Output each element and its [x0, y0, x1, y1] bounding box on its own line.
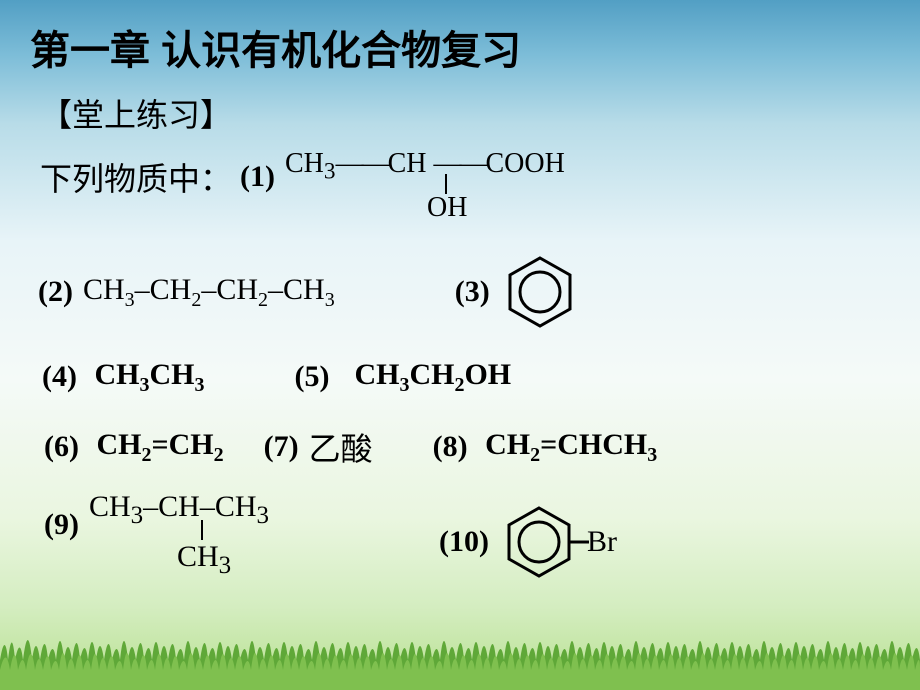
item-num-2: (2): [38, 275, 73, 309]
item-num-3: (3): [455, 275, 490, 309]
formula-9: CH3–CH–CH3 CH3: [89, 492, 269, 528]
benzene-icon: [500, 252, 580, 332]
formula-1: CH3——CH ——COOH OH: [285, 150, 565, 184]
item-num-5: (5): [294, 360, 329, 394]
formula-4: CH3CH3: [87, 358, 205, 397]
formula-7: 乙酸: [309, 424, 373, 470]
item-num-8: (8): [433, 430, 468, 464]
formula-10-br: Br: [587, 525, 617, 559]
formula-2: CH3–CH2–CH2–CH3: [83, 273, 335, 312]
item-num-1: (1): [240, 160, 275, 194]
chapter-title: 第一章 认识有机化合物复习: [30, 18, 890, 76]
item-num-10: (10): [439, 525, 489, 559]
prompt-text: 下列物质中：: [40, 154, 232, 200]
formula-8: CH2=CHCH3: [478, 428, 658, 467]
formula-5: CH3CH2OH: [339, 358, 511, 397]
item-num-7: (7): [264, 430, 299, 464]
bromobenzene-icon: [499, 502, 589, 582]
item-num-4: (4): [42, 360, 77, 394]
item-num-9: (9): [44, 508, 79, 542]
formula-6: CH2=CH2: [89, 428, 224, 467]
section-subtitle: 【堂上练习】: [40, 90, 890, 136]
item-num-6: (6): [44, 430, 79, 464]
